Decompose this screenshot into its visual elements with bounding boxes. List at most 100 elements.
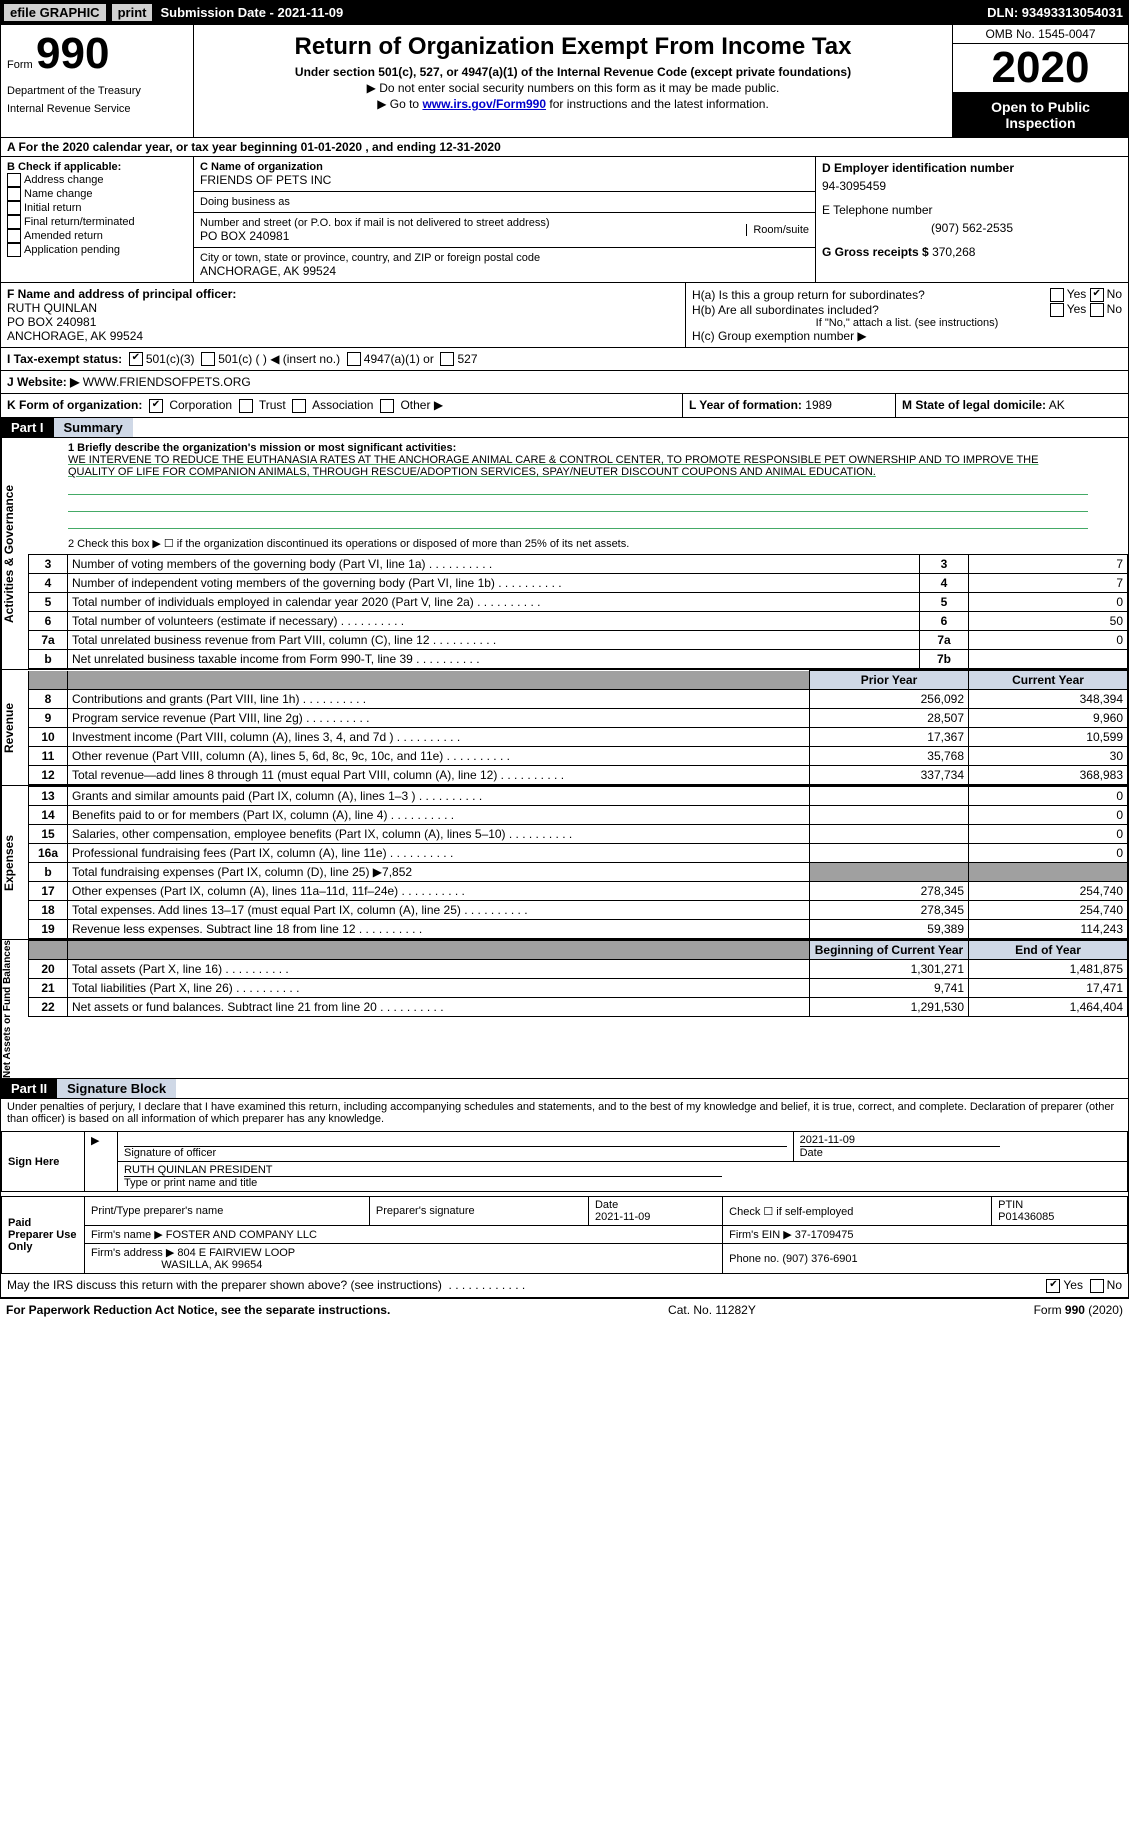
table-row: 3Number of voting members of the governi…: [29, 555, 1128, 574]
expenses-section: Expenses 13Grants and similar amounts pa…: [1, 786, 1128, 940]
part2-header: Part II Signature Block: [1, 1079, 1128, 1099]
paid-preparer-table: Paid Preparer Use Only Print/Type prepar…: [1, 1196, 1128, 1274]
revenue-table: Prior Year Current Year 8Contributions a…: [28, 670, 1128, 785]
tax-year: 2020: [953, 44, 1128, 93]
table-row: 17Other expenses (Part IX, column (A), l…: [29, 882, 1128, 901]
page-footer: For Paperwork Reduction Act Notice, see …: [0, 1299, 1129, 1321]
governance-table: 3Number of voting members of the governi…: [28, 554, 1128, 669]
table-row: 11Other revenue (Part VIII, column (A), …: [29, 747, 1128, 766]
info-row-1: B Check if applicable: Address change Na…: [1, 157, 1128, 283]
check-527[interactable]: [440, 352, 454, 366]
top-bar: efile GRAPHIC print Submission Date - 20…: [0, 0, 1129, 24]
net-assets-table: Beginning of Current Year End of Year 20…: [28, 940, 1128, 1017]
ha-answer: Yes No: [1050, 287, 1122, 302]
table-row: 22Net assets or fund balances. Subtract …: [29, 998, 1128, 1017]
officer-addr1: PO BOX 240981: [7, 315, 679, 329]
open-public: Open to Public Inspection: [953, 93, 1128, 137]
form-title: Return of Organization Exempt From Incom…: [202, 33, 944, 61]
table-row: bTotal fundraising expenses (Part IX, co…: [29, 863, 1128, 882]
check-final-return[interactable]: Final return/terminated: [7, 215, 187, 229]
check-corporation[interactable]: [149, 399, 163, 413]
discuss-answer: Yes No: [1046, 1278, 1122, 1293]
table-row: 13Grants and similar amounts paid (Part …: [29, 787, 1128, 806]
tax-year-row: A For the 2020 calendar year, or tax yea…: [1, 138, 1128, 157]
form-id-block: Form 990 Department of the Treasury Inte…: [1, 25, 194, 137]
part1-header: Part I Summary: [1, 418, 1128, 438]
form-container: Form 990 Department of the Treasury Inte…: [0, 24, 1129, 1299]
org-name: FRIENDS OF PETS INC: [200, 173, 809, 187]
revenue-section: Revenue Prior Year Current Year 8Contrib…: [1, 670, 1128, 786]
sign-here-table: Sign Here ▶ Signature of officer 2021-11…: [1, 1131, 1128, 1192]
dept-irs: Internal Revenue Service: [7, 103, 187, 115]
sign-date: 2021-11-09: [800, 1134, 1000, 1147]
website-value: WWW.FRIENDSOFPETS.ORG: [83, 375, 251, 389]
table-row: 10Investment income (Part VIII, column (…: [29, 728, 1128, 747]
title-block: Return of Organization Exempt From Incom…: [194, 25, 952, 137]
check-name-change[interactable]: Name change: [7, 187, 187, 201]
check-initial-return[interactable]: Initial return: [7, 201, 187, 215]
check-association[interactable]: [292, 399, 306, 413]
ptin: P01436085: [998, 1211, 1054, 1223]
self-employed-check[interactable]: Check ☐ if self-employed: [723, 1197, 992, 1226]
row-k-l-m: K Form of organization: Corporation Trus…: [1, 394, 1128, 418]
mission-text: WE INTERVENE TO REDUCE THE EUTHANASIA RA…: [68, 454, 1088, 478]
table-row: 18Total expenses. Add lines 13–17 (must …: [29, 901, 1128, 920]
info-row-2: F Name and address of principal officer:…: [1, 283, 1128, 348]
table-row: 15Salaries, other compensation, employee…: [29, 825, 1128, 844]
table-row: bNet unrelated business taxable income f…: [29, 650, 1128, 669]
signature-declaration: Under penalties of perjury, I declare th…: [1, 1099, 1128, 1127]
form-number: 990: [36, 29, 109, 78]
table-row: 14Benefits paid to or for members (Part …: [29, 806, 1128, 825]
phone: (907) 562-2535: [822, 221, 1122, 235]
form-header: Form 990 Department of the Treasury Inte…: [1, 25, 1128, 138]
check-amended-return[interactable]: Amended return: [7, 229, 187, 243]
check-4947[interactable]: [347, 352, 361, 366]
omb-number: OMB No. 1545-0047: [953, 25, 1128, 44]
firm-addr1: 804 E FAIRVIEW LOOP: [177, 1247, 295, 1259]
year-formation: 1989: [805, 398, 832, 412]
print-button[interactable]: print: [110, 2, 155, 23]
firm-phone: (907) 376-6901: [782, 1253, 857, 1265]
activities-governance-section: Activities & Governance 1 Briefly descri…: [1, 438, 1128, 670]
table-row: 20Total assets (Part X, line 16)1,301,27…: [29, 960, 1128, 979]
year-block: OMB No. 1545-0047 2020 Open to Public In…: [952, 25, 1128, 137]
table-row: 5Total number of individuals employed in…: [29, 593, 1128, 612]
expenses-table: 13Grants and similar amounts paid (Part …: [28, 786, 1128, 939]
gross-receipts: 370,268: [932, 245, 975, 259]
net-assets-section: Net Assets or Fund Balances Beginning of…: [1, 940, 1128, 1079]
check-501c3[interactable]: [129, 352, 143, 366]
table-row: 21Total liabilities (Part X, line 26)9,7…: [29, 979, 1128, 998]
q2-checkbox-line: 2 Check this box ▶ ☐ if the organization…: [28, 537, 1128, 554]
officer-name: RUTH QUINLAN: [7, 301, 679, 315]
check-other[interactable]: [380, 399, 394, 413]
table-row: 7aTotal unrelated business revenue from …: [29, 631, 1128, 650]
table-row: 9Program service revenue (Part VIII, lin…: [29, 709, 1128, 728]
officer-addr2: ANCHORAGE, AK 99524: [7, 329, 679, 343]
check-501c[interactable]: [201, 352, 215, 366]
table-row: 4Number of independent voting members of…: [29, 574, 1128, 593]
arrow-icon: ▶: [85, 1132, 118, 1192]
check-trust[interactable]: [239, 399, 253, 413]
dept-treasury: Department of the Treasury: [7, 85, 187, 97]
box-d: D Employer identification number 94-3095…: [815, 157, 1128, 282]
firm-name: FOSTER AND COMPANY LLC: [166, 1229, 317, 1241]
check-address-change[interactable]: Address change: [7, 173, 187, 187]
efile-button[interactable]: efile GRAPHIC: [2, 2, 108, 23]
discuss-row: May the IRS discuss this return with the…: [1, 1274, 1128, 1298]
table-row: 19Revenue less expenses. Subtract line 1…: [29, 920, 1128, 939]
table-row: 6Total number of volunteers (estimate if…: [29, 612, 1128, 631]
box-b: B Check if applicable: Address change Na…: [1, 157, 194, 282]
irs-link[interactable]: www.irs.gov/Form990: [422, 97, 546, 111]
org-city: ANCHORAGE, AK 99524: [200, 264, 809, 278]
table-row: 12Total revenue—add lines 8 through 11 (…: [29, 766, 1128, 785]
table-row: 16aProfessional fundraising fees (Part I…: [29, 844, 1128, 863]
note-ssn: ▶ Do not enter social security numbers o…: [202, 81, 944, 95]
firm-addr2: WASILLA, AK 99654: [161, 1259, 262, 1271]
form-prefix: Form: [7, 59, 33, 71]
dln: DLN: 93493313054031: [987, 5, 1123, 20]
check-application-pending[interactable]: Application pending: [7, 243, 187, 257]
org-street: PO BOX 240981: [200, 229, 550, 243]
table-row: 8Contributions and grants (Part VIII, li…: [29, 690, 1128, 709]
box-c: C Name of organization FRIENDS OF PETS I…: [194, 157, 815, 282]
tax-status-row: I Tax-exempt status: 501(c)(3) 501(c) ( …: [1, 348, 1128, 371]
